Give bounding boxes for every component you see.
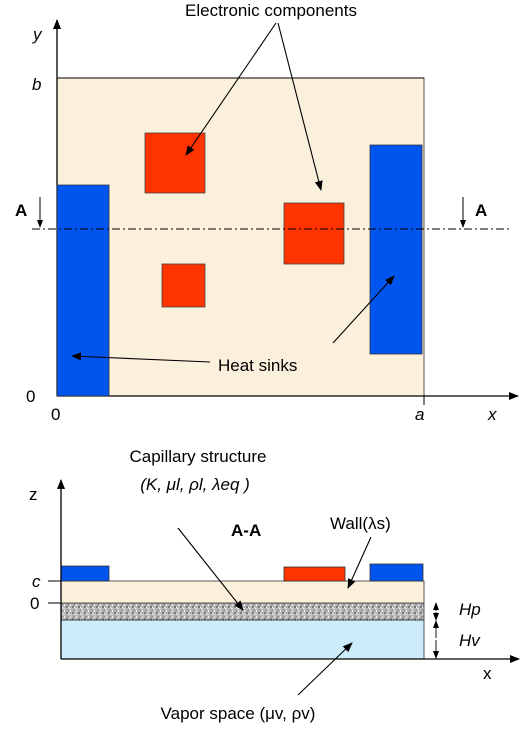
wall-label: Wall(λs) [330,514,391,533]
heat-sinks-label: Heat sinks [218,356,297,375]
vapor-space [60,619,425,660]
arrow-to-heat-sink-right [332,275,395,344]
x-axis-label: x [487,405,497,424]
hp-label: Hp [459,600,481,619]
components-label: Electronic components [185,1,357,20]
arrow-to-capillary [177,527,244,611]
vapor-label: Vapor space (μv, ρv) [161,704,316,723]
section-view: Capillary structure (K, μl, ρl, λeq ) z … [29,447,520,723]
heat-sink-right-section [369,563,424,582]
arrow-to-wall [347,536,372,589]
origin-y-label: 0 [26,387,35,406]
section-title: A-A [231,521,261,540]
plate [56,77,425,397]
component-3 [161,263,206,308]
wall [60,580,425,604]
top-view: Electronic components y b A A Heat sinks… [15,1,519,424]
arrow-to-heat-sink-left [71,352,211,363]
x-axis-section-label: x [483,664,492,683]
hv-label: Hv [459,631,481,650]
origin-x-label: 0 [51,405,60,424]
component-1 [144,132,206,194]
arrow-to-vapor [297,642,353,696]
zero-label: 0 [30,594,39,613]
b-label: b [32,75,41,94]
arrow-to-component-2 [277,22,323,191]
c-label: c [32,572,41,591]
a-label: a [415,405,424,424]
component-2 [283,202,345,265]
heat-sink-left-section [60,565,110,582]
capillary-label-line2: (K, μl, ρl, λeq ) [140,475,250,494]
heat-sink-right [369,144,423,355]
capillary-structure [60,602,425,621]
component-section [283,566,346,582]
capillary-label-line1: Capillary structure [130,447,267,466]
section-label-right: A [475,201,487,220]
heat-sink-left [56,184,110,397]
arrow-to-component-1 [185,22,277,156]
y-axis-label: y [32,25,43,44]
z-axis-label: z [29,485,38,504]
section-label-left: A [15,201,27,220]
